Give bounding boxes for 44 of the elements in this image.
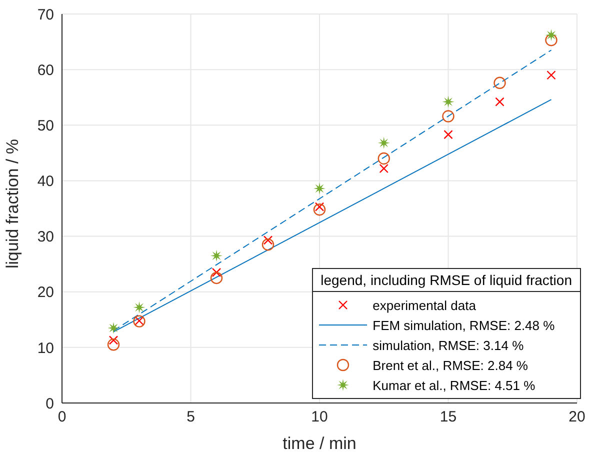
point bbox=[212, 268, 222, 278]
x-tick-label: 0 bbox=[58, 408, 66, 426]
point bbox=[495, 97, 504, 106]
y-tick-label: 30 bbox=[37, 228, 54, 246]
y-tick-label: 20 bbox=[37, 284, 54, 302]
point bbox=[108, 336, 118, 345]
point bbox=[378, 136, 390, 149]
x-tick-label: 15 bbox=[440, 408, 457, 426]
point bbox=[133, 301, 146, 314]
y-tick-label: 10 bbox=[37, 340, 54, 357]
point bbox=[494, 76, 506, 90]
point bbox=[379, 164, 388, 174]
point bbox=[313, 204, 326, 216]
point bbox=[262, 238, 274, 251]
point bbox=[378, 152, 390, 165]
point bbox=[210, 272, 223, 284]
legend-label: Brent et al., RMSE: 2.84 % bbox=[372, 358, 529, 372]
point bbox=[545, 34, 558, 46]
x-tick-label: 10 bbox=[311, 408, 328, 426]
y-tick-label: 70 bbox=[37, 6, 54, 24]
x-axis-title: time / min bbox=[282, 434, 356, 453]
point bbox=[107, 338, 120, 351]
legend-label: simulation, RMSE: 3.14 % bbox=[372, 338, 525, 352]
y-tick-label: 50 bbox=[37, 117, 54, 134]
legend-label: experimental data bbox=[372, 298, 477, 312]
y-tick-label: 60 bbox=[37, 62, 54, 79]
y-axis-title: liquid fraction / % bbox=[3, 139, 22, 268]
point bbox=[546, 70, 556, 80]
legend-title: legend, including RMSE of liquid fraction bbox=[320, 271, 573, 290]
x-tick-label: 5 bbox=[186, 408, 195, 426]
legend-label: FEM simulation, RMSE: 2.48 % bbox=[372, 318, 556, 332]
point bbox=[442, 110, 454, 122]
point bbox=[314, 182, 326, 194]
point bbox=[210, 250, 222, 262]
point bbox=[314, 202, 324, 212]
y-tick-label: 40 bbox=[37, 173, 54, 190]
point bbox=[545, 29, 558, 42]
point bbox=[263, 236, 273, 245]
x-tick-label: 20 bbox=[568, 408, 586, 426]
y-tick-label: 0 bbox=[46, 395, 54, 412]
point bbox=[442, 96, 454, 108]
point bbox=[108, 322, 120, 334]
legend-label: Kumar et al., RMSE: 4.51 % bbox=[372, 378, 536, 392]
point bbox=[444, 130, 453, 140]
